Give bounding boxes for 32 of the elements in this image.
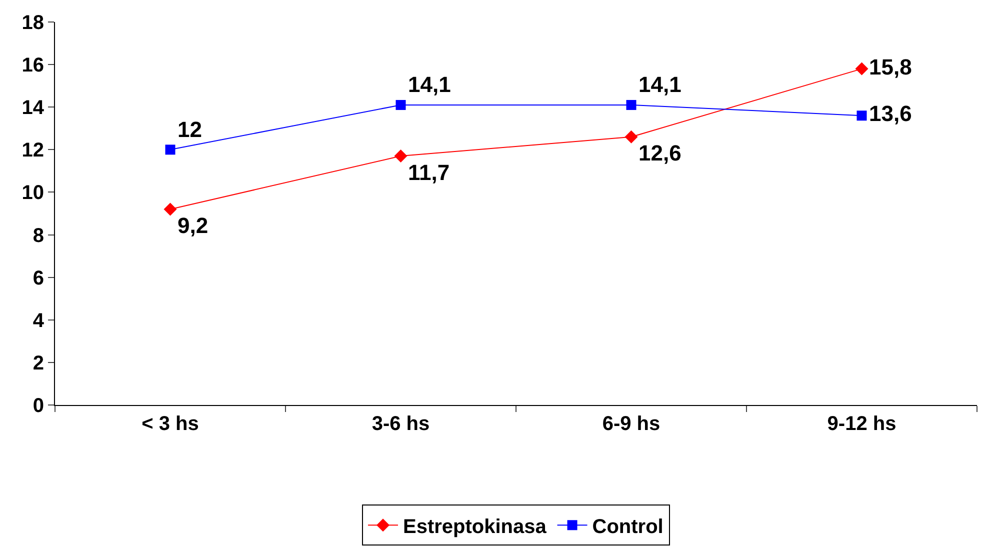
x-tick-label: 9-12 hs — [827, 413, 896, 435]
y-tick-label: 6 — [32, 267, 44, 290]
y-tick-label: 4 — [32, 310, 45, 332]
data-label: 14,1 — [638, 72, 682, 98]
point — [856, 110, 867, 121]
point — [396, 100, 406, 110]
y-tick-label: 12 — [22, 140, 44, 162]
y-tick-label: 8 — [32, 224, 44, 247]
x-tick-label: < 3 hs — [142, 413, 199, 435]
data-label: 15,8 — [869, 54, 912, 80]
point — [624, 130, 638, 144]
x-tick-label: 3-6 hs — [372, 413, 430, 435]
point — [165, 144, 176, 155]
data-label: 12 — [178, 116, 202, 142]
data-label: 14,1 — [408, 72, 451, 98]
y-tick-label: 0 — [32, 395, 44, 417]
data-label: 11,7 — [408, 160, 450, 185]
y-tick-label: 2 — [32, 352, 44, 374]
legend-label: Estreptokinasa — [403, 516, 548, 538]
point — [626, 100, 636, 110]
data-label: 9,2 — [178, 212, 208, 238]
y-tick-label: 18 — [22, 12, 44, 34]
point — [164, 202, 177, 216]
x-tick-label: 6-9 hs — [602, 413, 660, 435]
y-tick-label: 14 — [22, 97, 45, 120]
legend-label: Control — [592, 516, 664, 538]
y-tick-label: 16 — [22, 54, 44, 77]
y-tick-label: 10 — [22, 182, 44, 204]
data-label: 12,6 — [638, 140, 682, 166]
data-label: 13,6 — [869, 101, 912, 126]
point — [855, 62, 868, 76]
point — [394, 150, 408, 163]
